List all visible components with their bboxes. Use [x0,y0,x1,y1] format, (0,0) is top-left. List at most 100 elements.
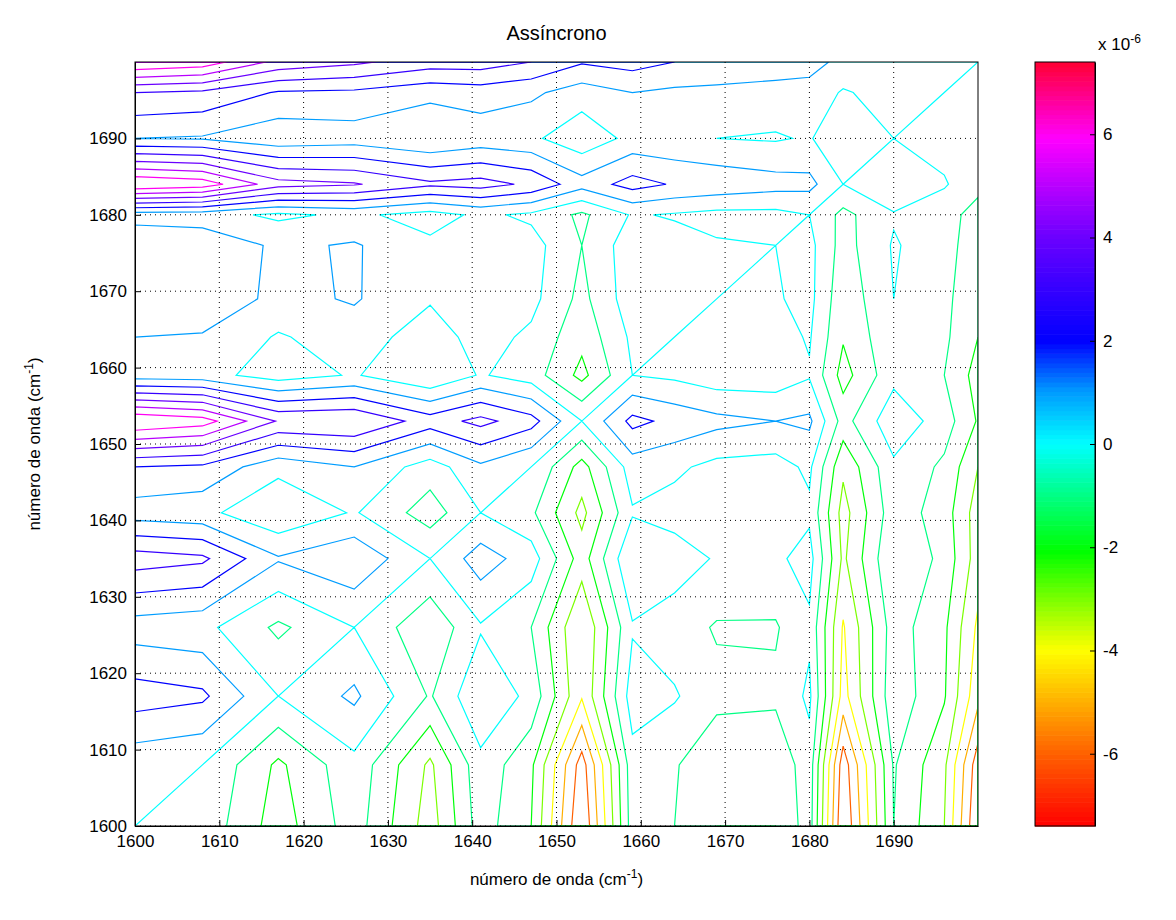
heatmap-cell [169,490,241,536]
heatmap-cell [392,444,455,490]
heatmap-cell [653,272,695,318]
y-tick-mark [135,597,141,598]
y-tick-label: 1670 [89,282,127,301]
colorbar-band [1035,726,1095,731]
colorbar-band [1035,382,1095,387]
contours [135,62,978,826]
colorbar-band [1035,759,1095,764]
colorbar-band [1035,439,1095,444]
heatmap-cell [696,62,747,77]
heatmap-cell [961,77,978,115]
heatmap-cell [135,356,169,398]
heatmap-cell [240,272,316,318]
colorbar-band [1035,697,1095,702]
colorbar-band [1035,597,1095,602]
colorbar-band [1035,67,1095,72]
heatmap-cell [607,62,653,77]
colorbar-band [1035,315,1095,320]
x-axis-title-end: ) [637,870,643,889]
heatmap-cell [392,731,455,796]
x-tick-label: 1610 [201,832,239,851]
x-tick-label: 1630 [369,832,407,851]
x-tick: 1670 [707,820,745,851]
heatmap-cell [696,731,747,796]
heatmap-cell [240,795,316,826]
heatmap-cell [607,795,653,826]
colorbar-band [1035,506,1095,511]
colorbar-band [1035,105,1095,110]
heatmap-cell [653,490,695,536]
heatmap-cell [506,272,557,318]
x-tick-mark [894,820,895,826]
heatmap-cell [169,593,241,662]
colorbar-band [1035,243,1095,248]
background [0,0,1176,920]
heatmap-cell [240,77,316,115]
heatmap-cell [868,62,919,77]
x-tick-label: 1640 [454,832,492,851]
heatmap-cell [919,593,961,662]
plot-frame [135,62,978,826]
heatmap-cell [169,536,241,593]
colorbar-band [1035,544,1095,549]
colorbar-band [1035,368,1095,373]
colorbar-band [1035,578,1095,583]
colorbar-band [1035,816,1095,821]
colorbar-band [1035,702,1095,707]
y-axis-title-main: número de onda (cm [25,374,44,531]
heatmap-cell [135,662,169,731]
heatmap-cell [316,398,392,444]
colorbar-band [1035,167,1095,172]
grid-line-y [135,444,978,445]
colorbar-band [1035,153,1095,158]
colorbar-tick: -4 [1090,641,1118,660]
heatmap-cell [696,490,747,536]
colorbar-band [1035,272,1095,277]
y-axis: 1600161016201630164016501660167016801690 [89,63,141,836]
colorbar-band [1035,430,1095,435]
chart-title: Assíncrono [506,22,606,44]
colorbar-band [1035,482,1095,487]
colorbar-band [1035,520,1095,525]
colorbar-band [1035,745,1095,750]
colorbar-band [1035,750,1095,755]
grid-line-y [135,520,978,521]
heatmap-cell [696,398,747,444]
heatmap-cell [455,593,506,662]
colorbar-band [1035,143,1095,148]
colorbar-band [1035,115,1095,120]
heatmap-cell [961,356,978,398]
x-tick: 1620 [285,820,323,851]
colorbar-band [1035,621,1095,626]
heatmap-cell [506,77,557,115]
colorbar-band [1035,215,1095,220]
colorbar-band [1035,778,1095,783]
heatmap-cell [696,593,747,662]
colorbar-band [1035,616,1095,621]
colorbar-axis: -6-4-20246 [1090,63,1118,827]
colorbar-band [1035,754,1095,759]
colorbar-band [1035,196,1095,201]
heatmap-cell [316,272,392,318]
x-tick: 1680 [791,820,829,851]
x-tick-mark [557,820,558,826]
colorbar-band [1035,444,1095,449]
heatmap-cell [169,662,241,731]
colorbar-band [1035,344,1095,349]
colorbar-band [1035,688,1095,693]
heatmap-cell [169,318,241,356]
cells [135,62,978,826]
colorbar-band [1035,635,1095,640]
y-tick-label: 1600 [89,817,127,836]
heatmap-cell [240,444,316,490]
colorbar-band [1035,234,1095,239]
heatmap-cell [826,593,868,662]
x-tick-mark [725,820,726,826]
heatmap-cell [169,272,241,318]
y-tick-mark [135,291,141,292]
heatmap-cell [746,62,792,77]
heatmap-cell [135,272,169,318]
heatmap-cell [607,318,653,356]
heatmap-cell [653,356,695,398]
colorbar-tick-label: 0 [1103,435,1112,454]
